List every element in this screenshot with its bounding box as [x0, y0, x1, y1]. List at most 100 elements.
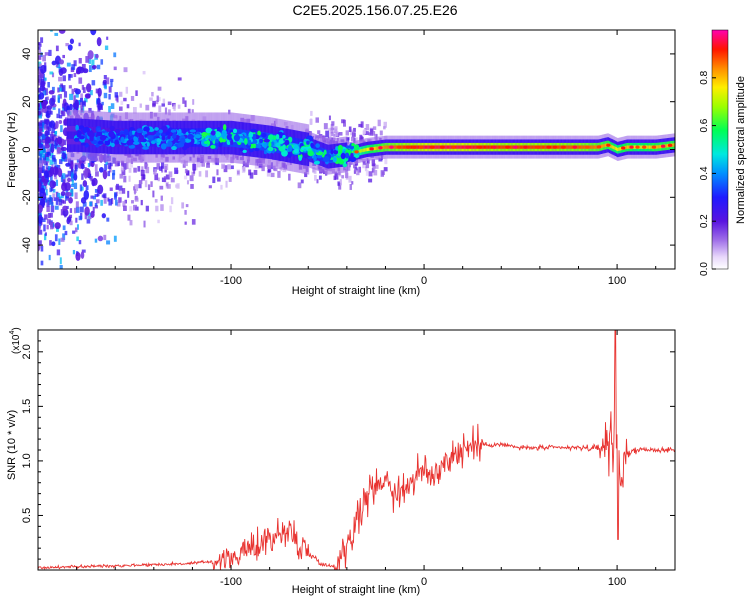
ridge-core: [359, 149, 362, 153]
noise-speckle: [277, 170, 281, 178]
noise-speckle: [61, 199, 64, 204]
ridge-core: [362, 148, 364, 153]
ridge-blotch: [250, 128, 257, 133]
noise-speckle: [72, 249, 76, 255]
noise-speckle: [346, 164, 351, 171]
noise-speckle: [50, 205, 55, 213]
noise-speckle: [334, 171, 338, 177]
noise-speckle: [95, 199, 100, 204]
noise-speckle: [130, 95, 135, 101]
noise-speckle: [143, 220, 146, 228]
noise-speckle: [174, 167, 179, 175]
noise-speckle: [154, 173, 159, 181]
ridge-core: [217, 133, 219, 142]
noise-speckle: [69, 220, 73, 226]
snr-series-line: [38, 330, 675, 570]
noise-speckle: [60, 83, 64, 89]
noise-speckle: [53, 140, 56, 146]
noise-speckle: [227, 164, 231, 170]
snr-y-tick-label: 1.0: [21, 453, 33, 468]
noise-speckle: [110, 78, 114, 82]
noise-speckle: [71, 173, 75, 178]
spectrogram-y-tick-label: -40: [21, 237, 33, 253]
noise-speckle: [59, 159, 63, 165]
ridge-bead: [513, 145, 518, 149]
noise-speckle: [154, 168, 157, 175]
noise-speckle: [38, 229, 43, 235]
noise-speckle: [123, 67, 128, 73]
snr-y-tick-label: 2.0: [21, 344, 33, 359]
noise-speckle: [228, 109, 231, 115]
ridge-core: [256, 137, 259, 145]
ridge-core: [474, 145, 477, 149]
ridge-core: [393, 145, 395, 149]
ridge-core: [511, 145, 514, 149]
ridge-core: [216, 133, 218, 142]
ridge-blotch: [263, 141, 267, 149]
noise-speckle: [56, 249, 61, 256]
ridge-bead: [397, 145, 402, 149]
ridge-core: [580, 145, 582, 149]
ridge-blotch: [75, 124, 79, 131]
ridge-blotch: [108, 130, 115, 138]
noise-speckle: [94, 193, 99, 198]
noise-speckle: [383, 121, 387, 128]
noise-blob: [59, 59, 65, 65]
ridge-core: [395, 145, 398, 149]
noise-speckle: [375, 164, 379, 169]
noise-blob: [90, 30, 97, 36]
noise-speckle: [108, 199, 112, 206]
spectrogram-x-tick-label: 100: [608, 275, 626, 287]
noise-blob: [96, 37, 102, 47]
ridge-core: [633, 145, 635, 149]
noise-speckle: [228, 176, 232, 182]
noise-blob: [54, 120, 59, 129]
noise-speckle: [51, 202, 54, 207]
noise-speckle: [78, 215, 83, 221]
ridge-core: [658, 145, 661, 149]
ridge-blotch: [96, 131, 103, 137]
ridge-core: [501, 145, 503, 149]
noise-speckle: [44, 88, 48, 96]
ridge-blotch: [226, 133, 234, 141]
ridge-core: [618, 147, 620, 151]
ridge-blotch: [221, 131, 226, 138]
noise-speckle: [57, 192, 61, 198]
noise-speckle: [330, 132, 333, 137]
noise-speckle: [372, 126, 377, 130]
noise-speckle: [54, 205, 59, 210]
noise-speckle: [47, 180, 51, 186]
snr-x-axis-label: Height of straight line (km): [292, 584, 420, 596]
spectrogram-y-tick-label: -20: [21, 189, 33, 205]
noise-speckle: [310, 110, 313, 116]
ridge-core: [483, 145, 486, 149]
ridge-blotch: [83, 127, 87, 134]
ridge-core: [215, 133, 217, 142]
noise-speckle: [168, 171, 173, 178]
noise-speckle: [44, 77, 47, 81]
noise-speckle: [59, 265, 63, 269]
noise-speckle: [79, 206, 84, 213]
noise-speckle: [91, 59, 95, 66]
noise-speckle: [100, 59, 104, 65]
ridge-bead: [606, 143, 611, 147]
noise-speckle: [38, 46, 41, 50]
noise-speckle: [51, 86, 55, 92]
noise-speckle: [94, 238, 98, 243]
ridge-core: [427, 145, 429, 149]
noise-speckle: [76, 224, 79, 230]
ridge-blotch: [322, 156, 330, 162]
noise-speckle: [119, 173, 123, 179]
ridge-blotch: [143, 126, 150, 133]
ridge-core: [527, 145, 530, 149]
noise-speckle: [64, 117, 69, 121]
noise-blob: [40, 81, 46, 88]
ridge-core: [570, 145, 573, 149]
noise-speckle: [109, 162, 113, 167]
ridge-core: [545, 145, 547, 149]
ridge-core: [503, 145, 505, 149]
noise-speckle: [126, 104, 130, 109]
ridge-core: [394, 145, 397, 149]
noise-speckle: [379, 130, 383, 136]
noise-speckle: [134, 197, 139, 202]
